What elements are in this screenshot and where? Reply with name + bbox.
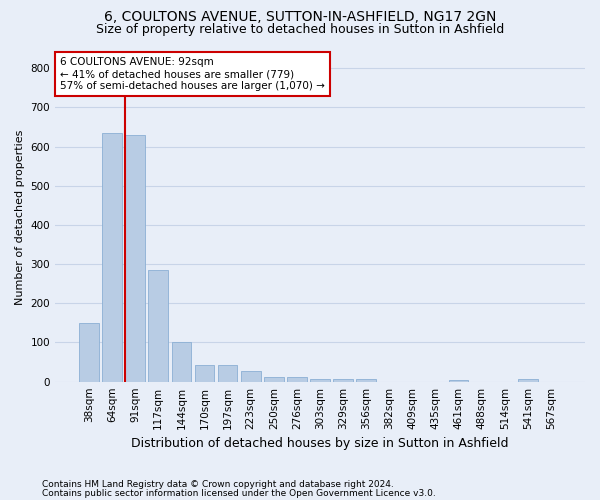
Bar <box>172 342 191 382</box>
Bar <box>518 379 538 382</box>
X-axis label: Distribution of detached houses by size in Sutton in Ashfield: Distribution of detached houses by size … <box>131 437 509 450</box>
Bar <box>356 378 376 382</box>
Bar <box>194 365 214 382</box>
Bar <box>102 133 122 382</box>
Bar <box>125 135 145 382</box>
Bar <box>334 379 353 382</box>
Bar <box>241 371 260 382</box>
Text: 6, COULTONS AVENUE, SUTTON-IN-ASHFIELD, NG17 2GN: 6, COULTONS AVENUE, SUTTON-IN-ASHFIELD, … <box>104 10 496 24</box>
Text: Size of property relative to detached houses in Sutton in Ashfield: Size of property relative to detached ho… <box>96 22 504 36</box>
Bar <box>264 377 284 382</box>
Bar <box>218 365 238 382</box>
Text: Contains public sector information licensed under the Open Government Licence v3: Contains public sector information licen… <box>42 488 436 498</box>
Bar <box>310 379 330 382</box>
Y-axis label: Number of detached properties: Number of detached properties <box>15 130 25 305</box>
Bar <box>287 377 307 382</box>
Bar <box>449 380 469 382</box>
Bar <box>148 270 168 382</box>
Bar <box>79 323 99 382</box>
Text: Contains HM Land Registry data © Crown copyright and database right 2024.: Contains HM Land Registry data © Crown c… <box>42 480 394 489</box>
Text: 6 COULTONS AVENUE: 92sqm
← 41% of detached houses are smaller (779)
57% of semi-: 6 COULTONS AVENUE: 92sqm ← 41% of detach… <box>61 58 325 90</box>
